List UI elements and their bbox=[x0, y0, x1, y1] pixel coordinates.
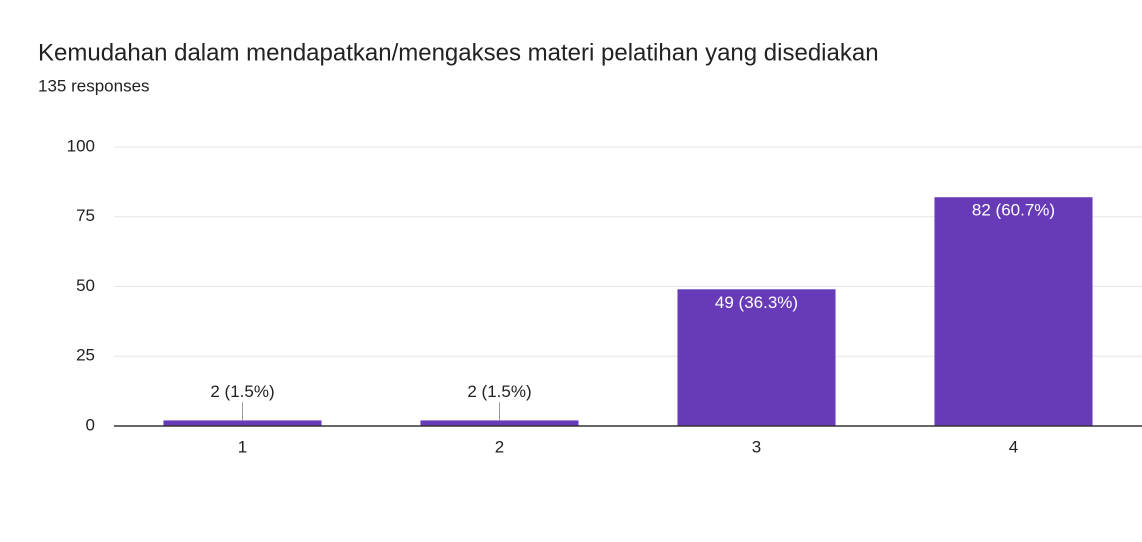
value-label: 49 (36.3%) bbox=[715, 293, 798, 312]
value-label: 2 (1.5%) bbox=[467, 382, 531, 401]
value-label: 82 (60.7%) bbox=[972, 201, 1055, 220]
bar bbox=[934, 197, 1093, 426]
y-tick-label: 100 bbox=[67, 136, 95, 155]
bar bbox=[677, 289, 836, 426]
bar bbox=[420, 420, 579, 426]
y-tick-label: 50 bbox=[76, 276, 95, 295]
chart-title: Kemudahan dalam mendapatkan/mengakses ma… bbox=[38, 39, 879, 66]
x-tick-label: 3 bbox=[752, 437, 761, 456]
value-label: 2 (1.5%) bbox=[210, 382, 274, 401]
bar bbox=[163, 420, 322, 426]
x-tick-label: 4 bbox=[1009, 437, 1018, 456]
x-tick-label: 1 bbox=[238, 437, 247, 456]
chart-subtitle: 135 responses bbox=[38, 76, 150, 95]
x-tick-label: 2 bbox=[495, 437, 504, 456]
y-tick-label: 25 bbox=[76, 346, 95, 365]
y-tick-label: 75 bbox=[76, 206, 95, 225]
y-tick-label: 0 bbox=[86, 415, 95, 434]
